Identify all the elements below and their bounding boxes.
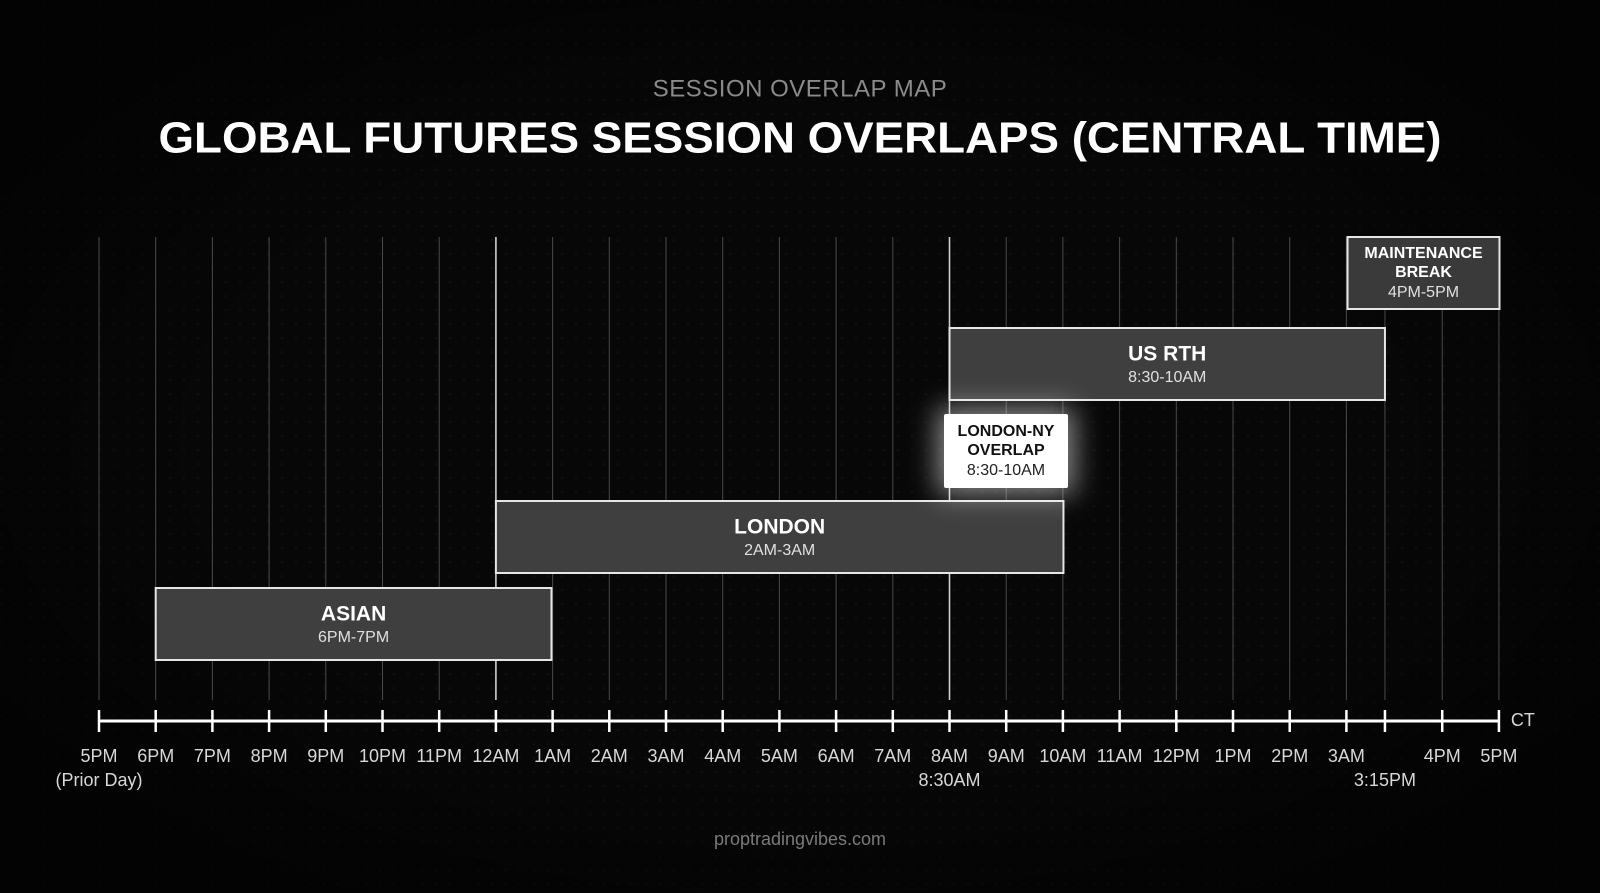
overlap-time: 8:30-10AM: [967, 462, 1045, 479]
tick-label: 3AM: [647, 746, 684, 766]
maintenance-time: 4PM-5PM: [1388, 284, 1459, 301]
session-name: LONDON: [734, 516, 825, 539]
tick-sublabel: (Prior Day): [55, 770, 142, 790]
tick-label: 10AM: [1039, 746, 1086, 766]
footer: proptradingvibes.com: [714, 829, 886, 849]
tick-label: 2AM: [591, 746, 628, 766]
overlap-box: [944, 414, 1068, 488]
tick-label: 9PM: [307, 746, 344, 766]
tick-label: 2PM: [1271, 746, 1308, 766]
tick-label: 5PM: [1480, 746, 1517, 766]
tick-label: 8AM: [931, 746, 968, 766]
tick-label: 1AM: [534, 746, 571, 766]
tick-label: 6AM: [818, 746, 855, 766]
session-time: 2AM-3AM: [744, 542, 815, 559]
axis: 5PM 6PM 7PM 8PM 9PM 10PM 11PM 12AM 1AM 2AM 3AM 4AM 5…: [55, 710, 1534, 790]
maintenance-name: MAINTENANCE: [1364, 245, 1483, 262]
tick-label: 8PM: [251, 746, 288, 766]
tick-label: 10PM: [359, 746, 406, 766]
session-bar: [948, 327, 1386, 401]
bars: ASIAN 6PM-7PM LONDON 2AM-3AM US RTH 8:30-10AM…: [154, 236, 1501, 661]
tick-sublabel: 8:30AM: [918, 770, 980, 790]
tick-label: 1PM: [1214, 746, 1251, 766]
session-bar: [154, 587, 553, 661]
tick-label: 12PM: [1153, 746, 1200, 766]
overlap-name: LONDON-NY: [958, 423, 1055, 440]
session-time: 6PM-7PM: [318, 629, 389, 646]
maintenance-box: [1346, 236, 1501, 310]
tick-label: 5PM: [80, 746, 117, 766]
session-bar: [494, 500, 1065, 574]
maintenance-name: BREAK: [1395, 264, 1452, 281]
kicker: SESSION OVERLAP MAP: [653, 75, 948, 102]
axis-unit: CT: [1511, 710, 1535, 730]
tick-label: 11AM: [1097, 746, 1143, 766]
session-name: US RTH: [1128, 343, 1206, 366]
tick-label: 12AM: [472, 746, 519, 766]
tick-label: 7AM: [874, 746, 911, 766]
tick-label: 11PM: [416, 746, 462, 766]
tick-label: 4PM: [1424, 746, 1461, 766]
overlap-name: OVERLAP: [967, 442, 1045, 459]
tick-label: 9AM: [988, 746, 1025, 766]
tick-label: 6PM: [137, 746, 174, 766]
title: GLOBAL FUTURES SESSION OVERLAPS (CENTRAL…: [159, 114, 1442, 163]
session-time: 8:30-10AM: [1128, 369, 1206, 386]
tick-label: 4AM: [704, 746, 741, 766]
session-name: ASIAN: [321, 603, 386, 626]
tick-sublabel: 3:15PM: [1354, 770, 1416, 790]
tick-label: 3AM: [1328, 746, 1365, 766]
tick-label: 7PM: [194, 746, 231, 766]
tick-label: 5AM: [761, 746, 798, 766]
